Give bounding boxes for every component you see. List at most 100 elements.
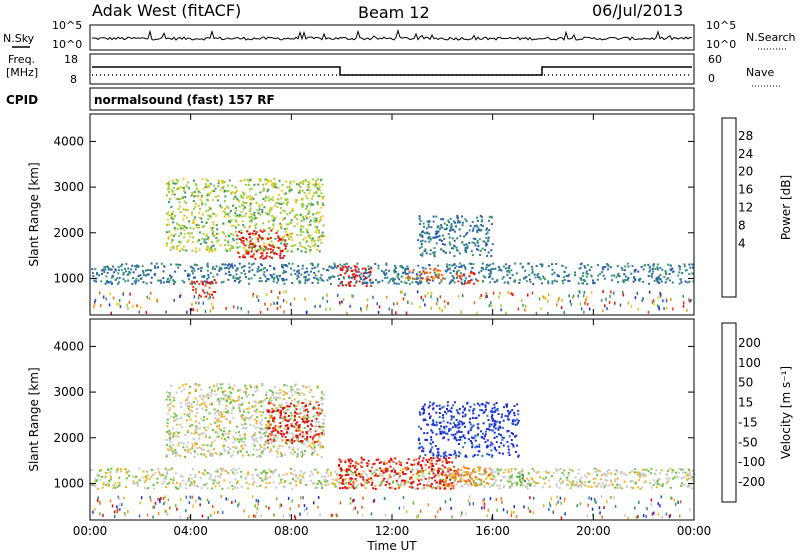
power-ground-scatter-cell [636,291,638,295]
velocity-echo-cell [288,397,291,399]
power-echo-cell [270,198,273,201]
velocity-echo-cell [273,396,275,399]
power-echo-cell [307,184,310,187]
power-echo-cell [191,272,194,275]
velocity-echo-cell [616,483,619,486]
power-echo-cell [434,232,437,235]
power-echo-cell [567,279,570,282]
power-echo-cell [445,270,448,273]
power-ground-scatter-cell [659,292,661,296]
velocity-echo-cell [297,392,300,395]
power-ground-scatter-cell [585,298,587,302]
power-echo-cell [603,277,606,280]
velocity-echo-cell [386,468,389,470]
power-echo-cell [137,275,140,277]
power-echo-cell [261,230,264,233]
power-echo-cell [317,187,320,190]
power-echo-cell [427,237,430,240]
power-echo-cell [258,248,261,251]
velocity-echo-cell [168,407,171,410]
power-echo-cell [272,273,275,276]
power-echo-cell [275,186,278,189]
velocity-echo-cell [297,455,300,458]
power-echo-cell [422,231,425,233]
power-echo-cell [298,242,301,244]
velocity-echo-cell [277,425,280,428]
velocity-echo-cell [195,425,198,428]
power-echo-cell [313,271,316,274]
power-echo-cell [207,184,210,187]
velocity-echo-cell [491,443,494,446]
velocity-echo-cell [190,481,193,484]
power-echo-cell [209,207,212,210]
power-echo-cell [260,280,263,283]
velocity-echo-cell [516,403,519,406]
velocity-echo-cell [542,477,545,480]
velocity-echo-cell [248,401,250,404]
velocity-echo-cell [670,468,673,471]
power-echo-cell [668,279,671,282]
velocity-echo-cell [217,420,220,422]
power-echo-cell [142,274,145,277]
velocity-echo-cell [111,487,114,490]
power-echo-cell [106,281,109,283]
power-ground-scatter-cell [273,301,275,305]
power-echo-cell [425,227,428,230]
power-echo-cell [475,248,478,251]
power-echo-cell [453,230,456,233]
velocity-echo-cell [502,436,505,439]
power-echo-cell [458,265,461,268]
power-echo-cell [205,178,208,181]
power-echo-cell [265,255,268,258]
power-echo-cell [482,240,485,243]
velocity-echo-cell [171,436,174,439]
power-echo-cell [178,201,181,204]
power-echo-cell [640,265,643,268]
velocity-echo-cell [437,467,440,470]
power-ground-scatter-cell [490,301,492,305]
velocity-echo-cell [105,471,108,474]
power-echo-cell [440,218,443,221]
velocity-echo-cell [240,475,243,478]
power-ground-scatter-cell [608,301,611,304]
power-echo-cell [93,279,96,282]
velocity-echo-cell [327,468,330,471]
velocity-echo-cell [465,474,468,477]
velocity-echo-cell [459,478,462,481]
power-echo-cell [144,269,147,272]
power-echo-cell [426,278,429,281]
power-echo-cell [429,253,432,256]
power-echo-cell [336,265,339,268]
power-echo-cell [297,269,300,272]
velocity-echo-cell [94,480,97,483]
power-echo-cell [582,272,585,275]
velocity-echo-cell [295,412,298,415]
velocity-echo-cell [284,412,287,415]
velocity-echo-cell [513,411,516,414]
velocity-echo-cell [483,435,486,438]
power-echo-cell [457,280,460,283]
velocity-echo-cell [272,427,274,430]
power-echo-cell [262,187,265,190]
velocity-echo-cell [279,414,282,417]
power-echo-cell [478,271,481,274]
velocity-echo-cell [215,384,218,387]
power-echo-cell [418,247,421,250]
power-echo-cell [419,274,421,277]
power-echo-cell [111,282,113,285]
power-echo-cell [602,268,605,271]
power-echo-cell [206,245,209,248]
power-echo-cell [440,280,443,283]
velocity-echo-cell [502,484,505,487]
velocity-echo-cell [440,425,443,428]
power-echo-cell [217,239,220,242]
velocity-echo-cell [302,408,305,411]
velocity-echo-cell [487,419,490,421]
power-echo-cell [270,274,273,277]
power-echo-cell [96,271,98,274]
velocity-echo-cell [210,391,213,394]
power-echo-cell [415,273,418,276]
power-echo-cell [216,240,219,243]
velocity-echo-cell [152,484,155,486]
power-ground-scatter-cell [522,303,524,307]
